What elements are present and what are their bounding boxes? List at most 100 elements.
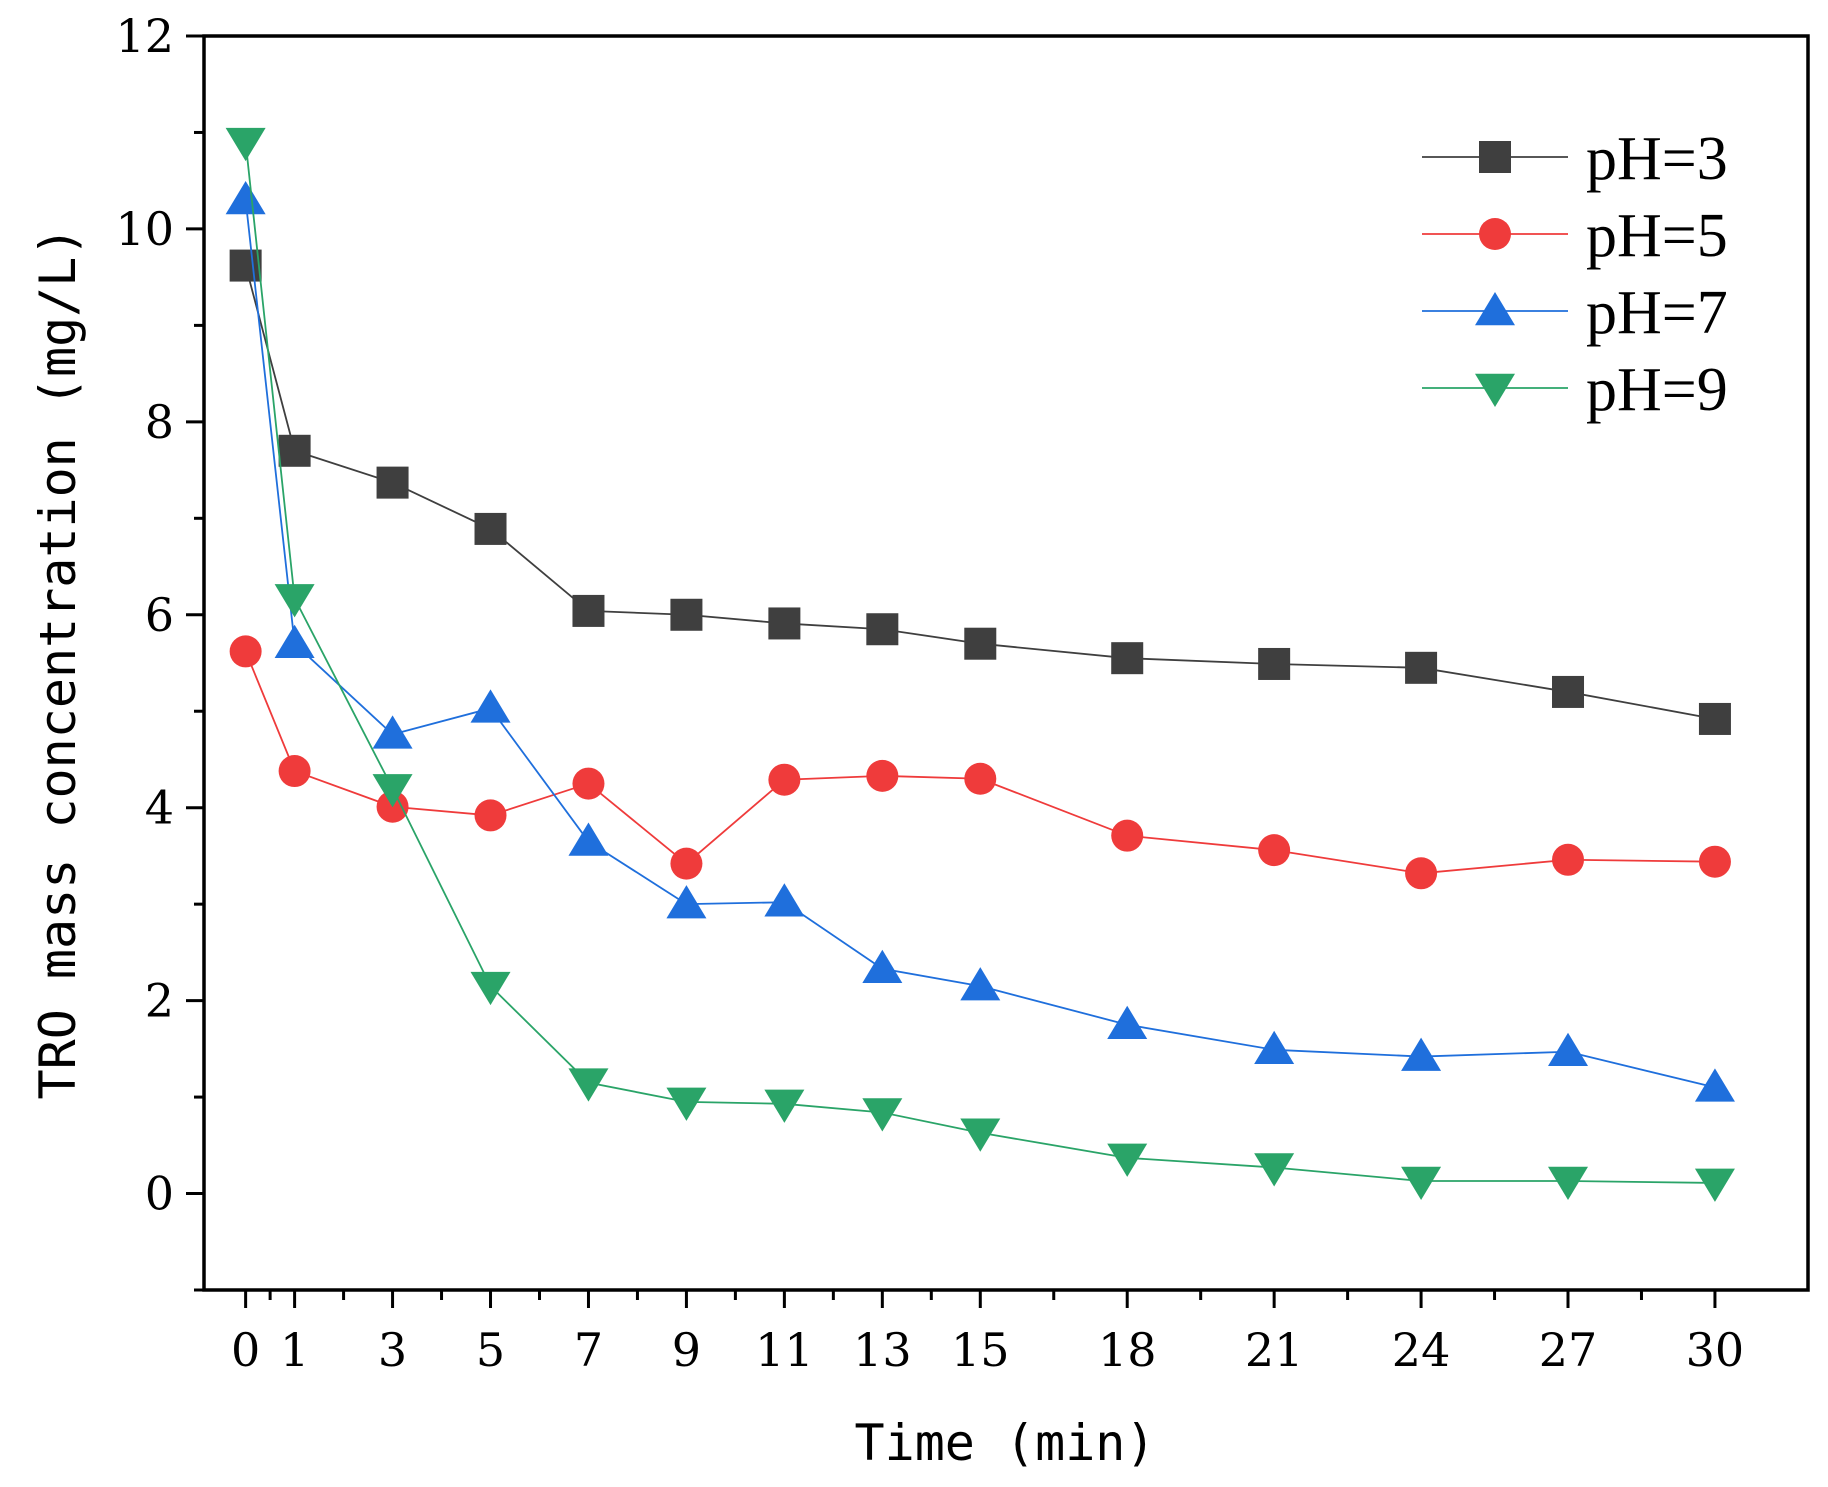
- data-point: [764, 883, 805, 917]
- y-tick-label: 6: [145, 588, 174, 642]
- data-point: [274, 584, 315, 618]
- data-point: [670, 598, 703, 631]
- data-point: [862, 949, 903, 984]
- legend-item: pH=9: [1422, 356, 1728, 424]
- x-tick-label: 15: [951, 1323, 1010, 1377]
- data-point: [1698, 845, 1731, 878]
- series-1: [229, 249, 1731, 735]
- data-point: [1111, 819, 1144, 852]
- data-point: [572, 767, 605, 800]
- data-point: [376, 466, 409, 499]
- x-tick-label: 21: [1245, 1323, 1304, 1377]
- data-point: [568, 1068, 609, 1102]
- data-point: [1401, 1166, 1442, 1200]
- data-point: [666, 885, 707, 919]
- series-layer: [225, 127, 1735, 1202]
- series-4: [225, 127, 1735, 1202]
- data-point: [768, 607, 801, 640]
- data-point: [470, 971, 511, 1006]
- data-point: [372, 715, 413, 749]
- data-point: [960, 1118, 1001, 1152]
- x-tick-label: 9: [672, 1323, 701, 1377]
- legend-item: pH=3: [1422, 125, 1728, 193]
- data-point: [1405, 651, 1438, 684]
- data-point: [1694, 1068, 1735, 1102]
- series-line: [244, 199, 1716, 1089]
- data-point: [1254, 1030, 1295, 1065]
- data-point: [568, 822, 609, 856]
- data-point: [470, 689, 511, 723]
- data-point: [666, 1087, 707, 1121]
- data-point: [1401, 1037, 1442, 1071]
- data-point: [670, 847, 703, 880]
- y-tick-label: 4: [145, 781, 174, 835]
- y-tick-label: 8: [145, 395, 174, 449]
- y-tick-label: 10: [115, 202, 174, 256]
- data-point: [372, 774, 413, 808]
- series-line: [244, 265, 1716, 720]
- x-tick-label: 3: [378, 1323, 407, 1377]
- data-point: [964, 762, 997, 795]
- data-point: [278, 434, 311, 467]
- data-point: [764, 1089, 805, 1123]
- data-point: [1694, 1168, 1735, 1202]
- legend-marker: [1479, 141, 1511, 173]
- series-line: [244, 142, 1715, 1184]
- x-tick-label: 5: [476, 1323, 505, 1377]
- data-point: [1111, 642, 1144, 675]
- legend-item: pH=5: [1422, 202, 1728, 270]
- data-point: [768, 763, 801, 796]
- data-point: [225, 127, 266, 162]
- data-point: [960, 967, 1001, 1001]
- data-point: [1107, 1143, 1148, 1177]
- data-point: [866, 759, 899, 792]
- data-point: [1258, 647, 1291, 680]
- data-point: [1107, 1005, 1148, 1039]
- legend-label: pH=9: [1586, 356, 1728, 424]
- data-point: [1552, 843, 1585, 876]
- plot-frame: [202, 34, 1810, 1292]
- x-tick-label: 24: [1392, 1323, 1451, 1377]
- data-point: [1698, 702, 1731, 735]
- legend-marker: [1475, 292, 1515, 326]
- legend-marker: [1475, 373, 1515, 407]
- data-point: [1254, 1153, 1295, 1187]
- data-point: [866, 613, 899, 646]
- data-point: [1548, 1166, 1589, 1200]
- data-point: [1405, 857, 1438, 890]
- data-point: [964, 627, 997, 660]
- legend-item: pH=7: [1422, 279, 1728, 347]
- x-tick-label: 0: [231, 1323, 260, 1377]
- x-tick-label: 11: [755, 1323, 814, 1377]
- legend-marker: [1479, 218, 1511, 250]
- x-tick-label: 27: [1539, 1323, 1598, 1377]
- series-3: [225, 180, 1735, 1102]
- data-point: [474, 799, 507, 832]
- y-tick-label: 12: [115, 9, 174, 63]
- legend: pH=3 pH=5 pH=7 pH=9: [1422, 125, 1728, 424]
- data-point: [1552, 675, 1585, 708]
- data-point: [278, 755, 311, 788]
- x-tick-label: 18: [1098, 1323, 1157, 1377]
- x-tick-label: 13: [853, 1323, 912, 1377]
- series-2: [229, 635, 1731, 890]
- y-axis-title: TRO mass concentration (mg/L): [29, 227, 87, 1100]
- data-point: [474, 512, 507, 545]
- legend-label: pH=7: [1586, 279, 1728, 347]
- data-point: [229, 635, 262, 668]
- series-line: [244, 651, 1715, 875]
- data-point: [572, 594, 605, 627]
- data-point: [1548, 1032, 1589, 1066]
- y-tick-label: 2: [145, 974, 174, 1028]
- x-tick-label: 30: [1686, 1323, 1745, 1377]
- y-tick-label: 0: [145, 1167, 174, 1221]
- legend-label: pH=3: [1586, 125, 1728, 193]
- data-point: [1258, 834, 1291, 867]
- x-axis-title: Time (min): [854, 1414, 1155, 1472]
- legend-label: pH=5: [1586, 202, 1728, 270]
- x-tick-label: 1: [280, 1323, 309, 1377]
- data-point: [229, 249, 262, 282]
- data-point: [862, 1098, 903, 1132]
